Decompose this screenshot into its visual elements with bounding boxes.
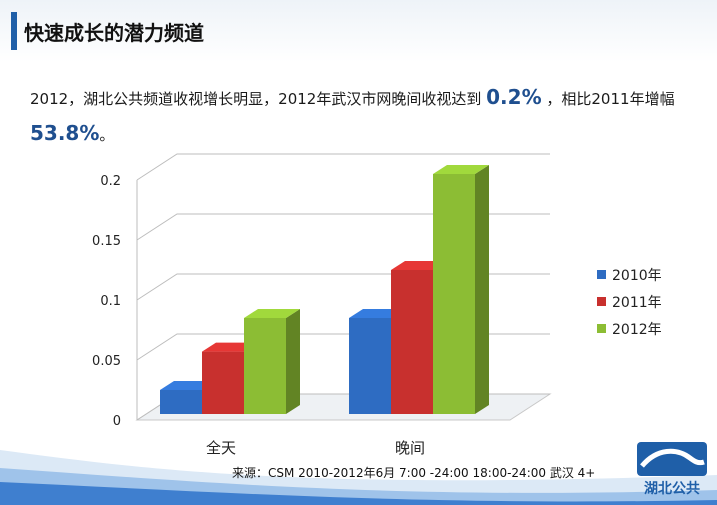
- bar-top: [433, 165, 489, 174]
- y-tick-label: 0.1: [100, 294, 121, 309]
- bar-chart: 0 0.05 0.1 0.15 0.2 全天 晚间: [92, 153, 552, 457]
- source-note: 来源：CSM 2010-2012年6月 7:00 -24:00 18:00-24…: [232, 466, 596, 480]
- legend-label: 2010年: [612, 267, 662, 284]
- summary-period: 。: [99, 126, 115, 144]
- y-tick-label: 0.15: [92, 234, 121, 249]
- summary-highlight-rating: 0.2%: [486, 85, 542, 109]
- x-tick-label: 全天: [206, 439, 236, 457]
- legend-item: 2012年: [597, 315, 662, 342]
- channel-logo: 湖北公共: [632, 440, 712, 500]
- logo-icon: [637, 442, 707, 476]
- header-accent-bar: [11, 12, 17, 50]
- logo-text: 湖北公共: [644, 481, 700, 497]
- header-bar: [0, 0, 717, 62]
- bar: [391, 270, 433, 414]
- page-title: 快速成长的潜力频道: [24, 21, 204, 45]
- summary-text: 2012，湖北公共频道收视增长明显，2012年武汉市网晚间收视达到 0.2% ，…: [30, 80, 690, 152]
- bottom-wave-decoration: [0, 450, 717, 505]
- y-tick-label: 0.2: [100, 174, 121, 189]
- x-tick-label: 晚间: [395, 439, 425, 457]
- legend-swatch: [597, 270, 606, 279]
- summary-highlight-growth: 53.8%: [30, 121, 100, 145]
- legend-swatch: [597, 324, 606, 333]
- legend-item: 2011年: [597, 288, 662, 315]
- legend-label: 2012年: [612, 321, 662, 338]
- bar: [160, 390, 202, 414]
- bar: [349, 318, 391, 414]
- y-tick-label: 0: [113, 414, 121, 429]
- bar: [433, 174, 475, 414]
- bar-side: [286, 309, 300, 414]
- legend-item: 2010年: [597, 261, 662, 288]
- summary-suffix: ，相比2011年增幅: [546, 90, 675, 108]
- legend-label: 2011年: [612, 294, 662, 311]
- bar: [202, 351, 244, 414]
- bar-side: [475, 165, 489, 414]
- legend-swatch: [597, 297, 606, 306]
- y-tick-label: 0.05: [92, 354, 121, 369]
- gridline: [136, 153, 550, 181]
- bar-top: [244, 309, 300, 318]
- gridline: [136, 213, 550, 241]
- summary-prefix: 2012，湖北公共频道收视增长明显，2012年武汉市网晚间收视达到: [30, 90, 482, 108]
- chart-legend: 2010年 2011年 2012年: [597, 261, 662, 342]
- bar: [244, 318, 286, 414]
